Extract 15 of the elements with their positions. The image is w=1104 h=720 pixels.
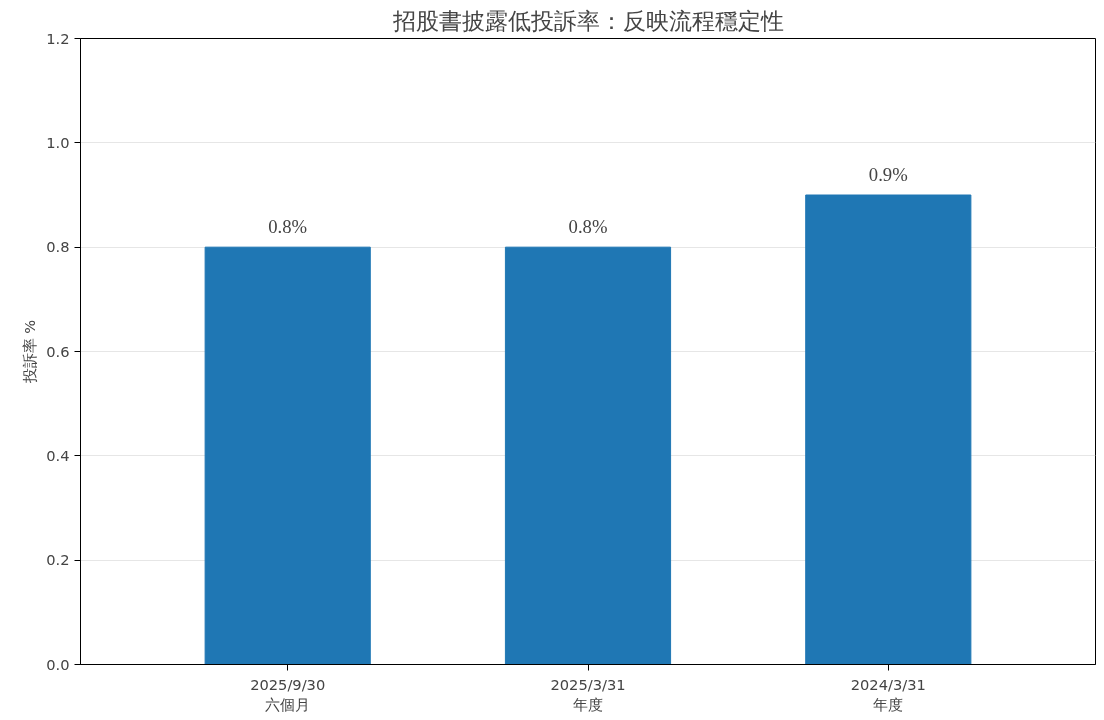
y-tick-label: 0.4: [46, 446, 70, 464]
y-tick-label: 0.0: [46, 655, 70, 673]
y-tick-label: 0.2: [46, 551, 70, 569]
data-label: 0.9%: [868, 164, 908, 185]
y-tick-label: 0.8: [46, 238, 70, 256]
x-tick-label: 2024/3/31 年度: [850, 675, 926, 713]
y-axis-title: 投訴率 %: [21, 319, 39, 385]
chart-title: 招股書披露低投訴率：反映流程穩定性: [391, 7, 784, 34]
y-tick-label: 1.0: [46, 133, 70, 151]
data-label: 0.8%: [568, 216, 608, 238]
data-label: 0.8%: [268, 216, 308, 238]
x-tick-label: 2025/9/30 六個月: [250, 675, 326, 713]
y-tick-label: 1.2: [46, 29, 70, 47]
y-tick-label: 0.6: [46, 342, 70, 360]
x-tick-label: 2025/3/31 年度: [550, 675, 626, 713]
